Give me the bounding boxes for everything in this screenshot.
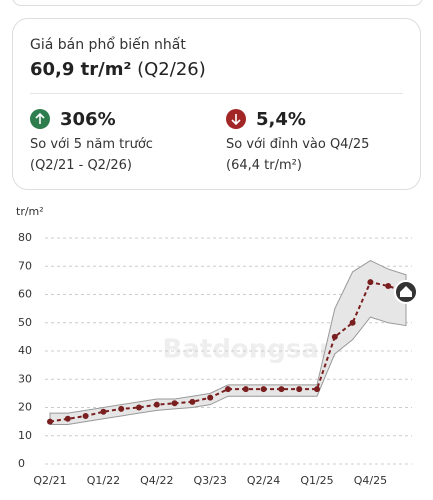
y-tick-label: 0 xyxy=(18,457,25,470)
point xyxy=(314,386,320,393)
point xyxy=(153,401,160,408)
stat-detail: (Q2/21 - Q2/26) xyxy=(30,158,132,173)
point xyxy=(242,386,249,393)
arrow-icon xyxy=(226,109,246,129)
stat-caption: So với đỉnh vào Q4/25 xyxy=(226,137,370,152)
arrow-icon xyxy=(30,109,50,129)
point xyxy=(367,279,374,286)
y-tick-label: 30 xyxy=(18,372,32,385)
point xyxy=(385,283,392,290)
point xyxy=(189,398,196,405)
x-tick-label: Q1/25 xyxy=(300,474,333,487)
y-tick-label: 80 xyxy=(18,231,32,244)
point xyxy=(278,386,285,393)
point xyxy=(349,319,356,326)
point xyxy=(100,408,107,415)
x-tick-label: Q1/22 xyxy=(87,474,120,487)
stat-value: 5,4% xyxy=(256,108,306,130)
home-icon xyxy=(400,285,412,297)
point xyxy=(82,412,89,419)
price-value: 60,9 tr/m² xyxy=(30,59,132,80)
stat-caption: So với 5 năm trước xyxy=(30,137,153,152)
y-tick-label: 70 xyxy=(18,259,32,272)
point xyxy=(331,333,338,340)
x-tick-label: Q2/21 xyxy=(33,474,66,487)
stat: 306% So với 5 năm trước (Q2/21 - Q2/26) xyxy=(30,107,153,173)
point xyxy=(207,394,214,401)
y-tick-label: 10 xyxy=(18,429,32,442)
x-tick-label: Q3/23 xyxy=(194,474,227,487)
x-tick-label: Q2/24 xyxy=(247,474,280,487)
stat: 5,4% So với đỉnh vào Q4/25 (64,4 tr/m²) xyxy=(226,107,369,173)
stat-detail: (64,4 tr/m²) xyxy=(226,158,302,173)
y-tick-label: 20 xyxy=(18,401,32,414)
card-title: Giá bán phổ biến nhất xyxy=(30,37,186,53)
period: (Q2/26) xyxy=(137,59,206,80)
x-tick-label: Q4/25 xyxy=(354,474,387,487)
point xyxy=(64,415,71,422)
divider xyxy=(30,93,403,94)
point xyxy=(225,386,231,393)
point xyxy=(118,405,125,412)
y-tick-label: 40 xyxy=(18,344,32,357)
stat-value: 306% xyxy=(60,108,116,130)
point xyxy=(171,400,178,407)
x-tick-label: Q4/22 xyxy=(140,474,173,487)
y-unit: tr/m² xyxy=(16,205,44,218)
point xyxy=(260,386,267,393)
watermark: Batdongsan xyxy=(163,335,338,365)
price: 60,9 tr/m² (Q2/26) xyxy=(30,59,206,80)
point xyxy=(136,404,142,411)
price-card: Giá bán phổ biến nhất 60,9 tr/m² (Q2/26)… xyxy=(12,18,421,190)
point xyxy=(296,386,303,393)
y-tick-label: 60 xyxy=(18,288,32,301)
y-tick-label: 50 xyxy=(18,316,32,329)
point xyxy=(47,418,53,425)
